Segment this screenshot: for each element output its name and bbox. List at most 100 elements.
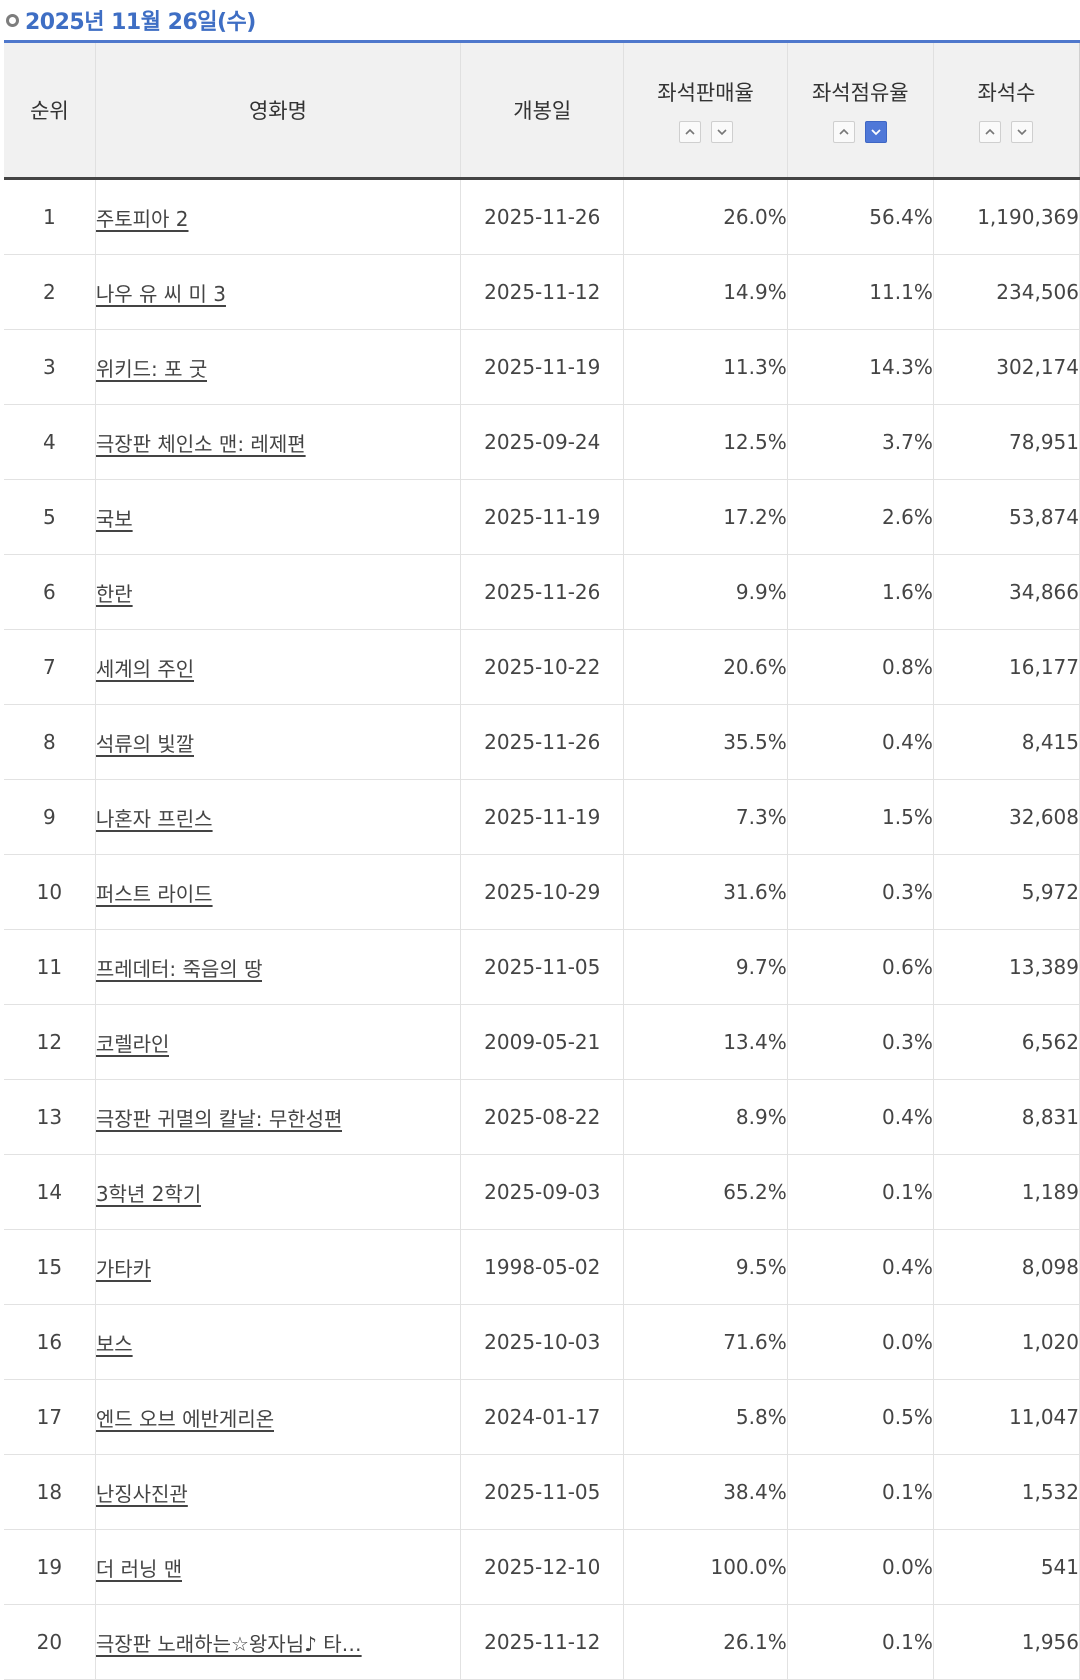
movie-title-link[interactable]: 나혼자 프린스 bbox=[95, 806, 213, 831]
release-date-cell: 2025-11-19 bbox=[460, 779, 625, 855]
rank-cell: 20 bbox=[4, 1604, 96, 1680]
share-cell: 0.3% bbox=[787, 1004, 934, 1080]
release-date-cell: 2025-11-26 bbox=[460, 704, 625, 780]
share-cell: 0.1% bbox=[787, 1154, 934, 1230]
release-date-cell: 2025-11-19 bbox=[460, 479, 625, 555]
seats-cell: 13,389 bbox=[933, 929, 1080, 1005]
movie-title-link[interactable]: 국보 bbox=[95, 506, 133, 531]
movie-title-link[interactable]: 퍼스트 라이드 bbox=[95, 881, 213, 906]
column-header-title: 영화명 bbox=[95, 40, 462, 180]
movie-title-link[interactable]: 엔드 오브 에반게리온 bbox=[95, 1406, 275, 1431]
sales-rate-cell: 26.1% bbox=[623, 1604, 788, 1680]
table-row: 11 프레데터: 죽음의 땅 2025-11-05 9.7% 0.6% 13,389 bbox=[4, 929, 1080, 1005]
table-row: 8 석류의 빛깔 2025-11-26 35.5% 0.4% 8,415 bbox=[4, 704, 1080, 780]
title-cell: 한란 bbox=[95, 554, 462, 630]
column-header-rank: 순위 bbox=[4, 40, 96, 180]
movie-title-link[interactable]: 극장판 체인소 맨: 레제편 bbox=[95, 431, 306, 456]
seats-cell: 8,098 bbox=[933, 1229, 1080, 1305]
movie-title-link[interactable]: 한란 bbox=[95, 581, 133, 606]
sales-rate-cell: 65.2% bbox=[623, 1154, 788, 1230]
seats-label: 좌석수 bbox=[977, 81, 1036, 105]
table-row: 5 국보 2025-11-19 17.2% 2.6% 53,874 bbox=[4, 479, 1080, 555]
movie-title-link[interactable]: 세계의 주인 bbox=[95, 656, 195, 681]
seats-cell: 1,189 bbox=[933, 1154, 1080, 1230]
rank-cell: 2 bbox=[4, 254, 96, 330]
movie-title-link[interactable]: 더 러닝 맨 bbox=[95, 1556, 183, 1581]
release-date-cell: 2025-09-03 bbox=[460, 1154, 625, 1230]
title-cell: 코렐라인 bbox=[95, 1004, 462, 1080]
share-cell: 0.8% bbox=[787, 629, 934, 705]
rank-cell: 14 bbox=[4, 1154, 96, 1230]
table-row: 15 가타카 1998-05-02 9.5% 0.4% 8,098 bbox=[4, 1229, 1080, 1305]
rank-cell: 3 bbox=[4, 329, 96, 405]
seats-sort-asc-button[interactable] bbox=[979, 121, 1002, 143]
release-date-cell: 2025-09-24 bbox=[460, 404, 625, 480]
seats-cell: 302,174 bbox=[933, 329, 1080, 405]
rank-cell: 17 bbox=[4, 1379, 96, 1455]
share-cell: 0.0% bbox=[787, 1304, 934, 1380]
column-header-seats: 좌석수 bbox=[933, 40, 1080, 180]
sales-rate-cell: 100.0% bbox=[623, 1529, 788, 1605]
seat-ranking-table: 순위 영화명 개봉일 좌석판매율 좌석점유율 bbox=[4, 40, 1080, 1680]
title-cell: 주토피아 2 bbox=[95, 178, 462, 255]
table-row: 18 난징사진관 2025-11-05 38.4% 0.1% 1,532 bbox=[4, 1454, 1080, 1530]
sales-rate-cell: 38.4% bbox=[623, 1454, 788, 1530]
movie-title-link[interactable]: 위키드: 포 굿 bbox=[95, 356, 208, 381]
sales-rate-sort-asc-button[interactable] bbox=[678, 121, 701, 143]
release-date-cell: 2025-12-10 bbox=[460, 1529, 625, 1605]
movie-title-link[interactable]: 보스 bbox=[95, 1331, 133, 1356]
table-row: 1 주토피아 2 2025-11-26 26.0% 56.4% 1,190,369 bbox=[4, 178, 1080, 255]
rank-cell: 12 bbox=[4, 1004, 96, 1080]
movie-title-link[interactable]: 프레데터: 죽음의 땅 bbox=[95, 956, 263, 981]
table-row: 6 한란 2025-11-26 9.9% 1.6% 34,866 bbox=[4, 554, 1080, 630]
share-cell: 1.6% bbox=[787, 554, 934, 630]
sales-rate-cell: 20.6% bbox=[623, 629, 788, 705]
share-cell: 0.1% bbox=[787, 1454, 934, 1530]
table-row: 4 극장판 체인소 맨: 레제편 2025-09-24 12.5% 3.7% 78,951 bbox=[4, 404, 1080, 480]
title-cell: 가타카 bbox=[95, 1229, 462, 1305]
seats-cell: 1,190,369 bbox=[933, 178, 1080, 255]
seats-sort-desc-button[interactable] bbox=[1011, 121, 1034, 143]
movie-title-link[interactable]: 석류의 빛깔 bbox=[95, 731, 195, 756]
seats-cell: 16,177 bbox=[933, 629, 1080, 705]
release-date-cell: 2024-01-17 bbox=[460, 1379, 625, 1455]
title-cell: 극장판 귀멸의 칼날: 무한성편 bbox=[95, 1079, 462, 1155]
movie-title-link[interactable]: 가타카 bbox=[95, 1256, 152, 1281]
title-cell: 나우 유 씨 미 3 bbox=[95, 254, 462, 330]
date-title: 2025년 11월 26일(수) bbox=[25, 10, 256, 35]
title-cell: 3학년 2학기 bbox=[95, 1154, 462, 1230]
movie-title-link[interactable]: 나우 유 씨 미 3 bbox=[95, 281, 226, 306]
movie-title-link[interactable]: 코렐라인 bbox=[95, 1031, 170, 1056]
seats-cell: 1,532 bbox=[933, 1454, 1080, 1530]
share-sort-asc-button[interactable] bbox=[833, 121, 856, 143]
sales-rate-label: 좌석판매율 bbox=[657, 81, 754, 105]
movie-title-link[interactable]: 극장판 귀멸의 칼날: 무한성편 bbox=[95, 1106, 343, 1131]
release-date-cell: 2025-11-05 bbox=[460, 1454, 625, 1530]
movie-title-link[interactable]: 난징사진관 bbox=[95, 1481, 188, 1506]
share-cell: 0.4% bbox=[787, 1079, 934, 1155]
title-cell: 극장판 체인소 맨: 레제편 bbox=[95, 404, 462, 480]
chevron-down-icon bbox=[717, 129, 727, 136]
title-cell: 위키드: 포 굿 bbox=[95, 329, 462, 405]
rank-cell: 5 bbox=[4, 479, 96, 555]
movie-title-link[interactable]: 극장판 노래하는☆왕자님♪ 타… bbox=[95, 1631, 362, 1656]
seats-cell: 11,047 bbox=[933, 1379, 1080, 1455]
rank-cell: 11 bbox=[4, 929, 96, 1005]
rank-cell: 13 bbox=[4, 1079, 96, 1155]
seats-cell: 1,956 bbox=[933, 1604, 1080, 1680]
date-header: 2025년 11월 26일(수) bbox=[0, 0, 1080, 40]
sales-rate-cell: 5.8% bbox=[623, 1379, 788, 1455]
column-header-release: 개봉일 bbox=[460, 40, 625, 180]
release-date-cell: 2025-08-22 bbox=[460, 1079, 625, 1155]
share-cell: 0.4% bbox=[787, 704, 934, 780]
movie-title-link[interactable]: 3학년 2학기 bbox=[95, 1181, 202, 1206]
movie-title-link[interactable]: 주토피아 2 bbox=[95, 206, 189, 231]
title-cell: 나혼자 프린스 bbox=[95, 779, 462, 855]
sales-rate-sort-desc-button[interactable] bbox=[710, 121, 733, 143]
share-sort-desc-button[interactable] bbox=[865, 121, 888, 143]
title-cell: 보스 bbox=[95, 1304, 462, 1380]
sales-rate-cell: 14.9% bbox=[623, 254, 788, 330]
release-date-cell: 2025-10-29 bbox=[460, 854, 625, 930]
share-cell: 0.3% bbox=[787, 854, 934, 930]
seats-cell: 8,831 bbox=[933, 1079, 1080, 1155]
